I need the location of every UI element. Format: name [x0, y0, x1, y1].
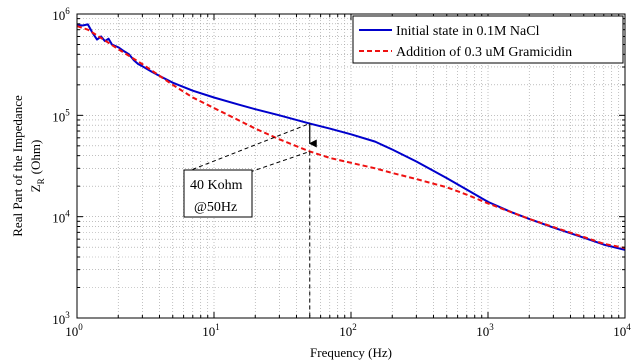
- y-axis-subscript: R: [36, 178, 46, 184]
- legend-box: [352, 15, 624, 64]
- annotation-line1: 40 Kohm: [190, 178, 243, 193]
- x-tick-base: 10: [476, 324, 489, 339]
- y-tick-label: 104: [52, 209, 70, 226]
- x-tick-base: 10: [613, 324, 626, 339]
- y-tick-label: 106: [52, 6, 70, 23]
- legend: Initial state in 0.1M NaCl Addition of 0…: [352, 15, 624, 64]
- y-tick-exponent: 4: [65, 209, 70, 219]
- x-axis-label: Frequency (Hz): [310, 345, 392, 360]
- annotation-line2: @50Hz: [194, 200, 237, 215]
- x-tick-label: 100: [65, 322, 83, 339]
- x-tick-exponent: 3: [489, 322, 494, 332]
- annotation-leader-lower: [249, 150, 310, 173]
- x-tick-exponent: 1: [215, 322, 220, 332]
- y-tick-label: 105: [52, 107, 70, 124]
- x-tick-exponent: 0: [78, 322, 83, 332]
- x-tick-base: 10: [202, 324, 215, 339]
- legend-label-initial: Initial state in 0.1M NaCl: [396, 24, 540, 39]
- y-tick-base: 10: [52, 312, 65, 327]
- series-line-1: [77, 25, 625, 250]
- x-tick-exponent: 2: [352, 322, 357, 332]
- x-tick-base: 10: [339, 324, 352, 339]
- y-axis-label-line2: ZR (Ohm): [28, 140, 46, 193]
- annotation-box: [183, 169, 253, 218]
- y-tick-exponent: 5: [65, 107, 70, 117]
- y-axis-symbol: Z: [28, 184, 43, 192]
- series-lines: [77, 23, 625, 251]
- y-axis-unit: (Ohm): [28, 140, 43, 175]
- x-tick-label: 101: [202, 322, 220, 339]
- y-tick-base: 10: [52, 8, 65, 23]
- y-tick-base: 10: [52, 211, 65, 226]
- y-tick-exponent: 6: [65, 6, 70, 16]
- x-tick-label: 104: [613, 322, 631, 339]
- x-tick-label: 103: [476, 322, 494, 339]
- x-tick-label: 102: [339, 322, 357, 339]
- annotation-leader-upper: [185, 123, 310, 173]
- legend-label-gramicidin: Addition of 0.3 uM Gramicidin: [396, 45, 572, 60]
- annotation: 40 Kohm @50Hz: [183, 123, 317, 318]
- y-tick-base: 10: [52, 109, 65, 124]
- y-tick-label: 103: [52, 310, 70, 327]
- y-tick-exponent: 3: [65, 310, 70, 320]
- x-tick-exponent: 4: [626, 322, 631, 332]
- y-axis-label-line1: Real Part of the Impedance: [10, 95, 25, 237]
- x-tick-base: 10: [65, 324, 78, 339]
